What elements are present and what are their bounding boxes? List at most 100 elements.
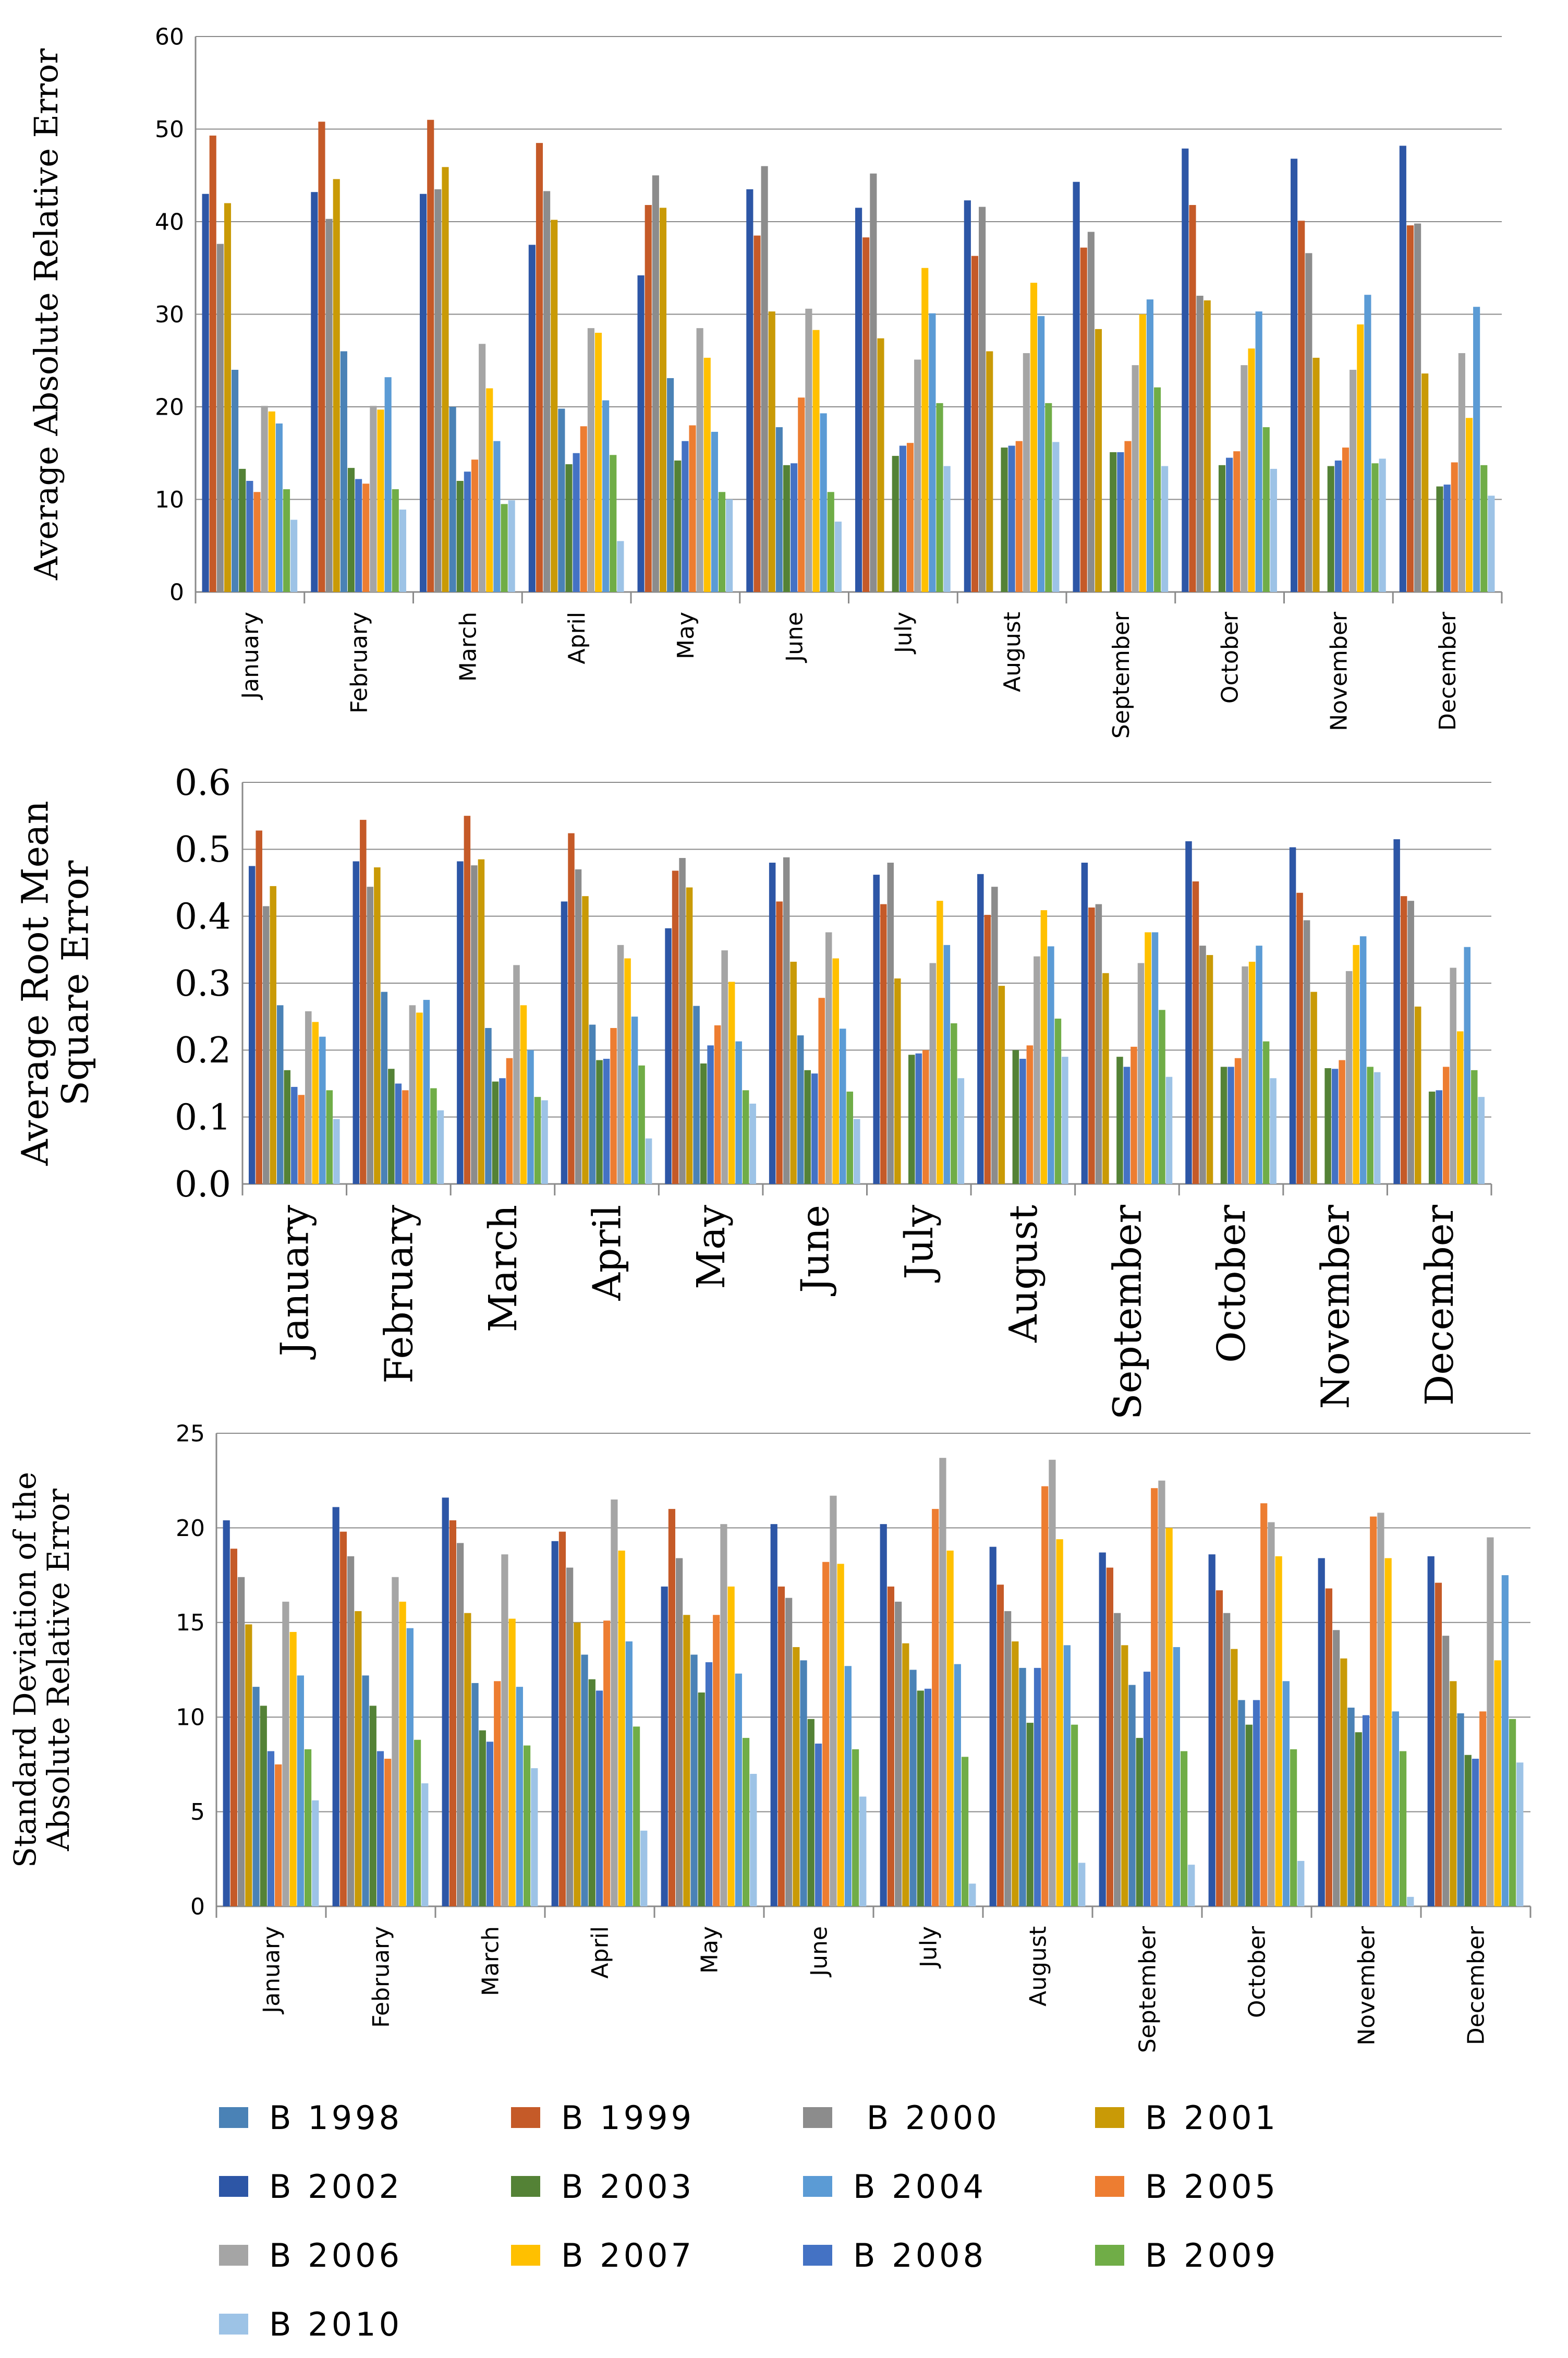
bar <box>1324 1068 1331 1184</box>
bar <box>777 1586 785 1906</box>
bar <box>946 1550 954 1906</box>
bar <box>631 1017 638 1184</box>
bar <box>908 1055 915 1184</box>
bar <box>1367 1067 1373 1184</box>
bar <box>1400 896 1407 1184</box>
bar <box>1371 463 1379 592</box>
bar <box>1052 442 1060 592</box>
bar <box>936 403 943 592</box>
bar <box>1034 1667 1041 1906</box>
y-tick-label: 40 <box>155 209 184 235</box>
x-category-label: September <box>1134 1926 1161 2053</box>
bar <box>1136 1738 1143 1906</box>
bar <box>1015 441 1023 592</box>
bar <box>698 1692 705 1906</box>
bar <box>1333 1630 1340 1906</box>
bar <box>870 173 877 592</box>
legend-swatch <box>803 2176 832 2197</box>
bar <box>922 1050 929 1184</box>
bar <box>1146 299 1153 592</box>
bar <box>1488 495 1495 592</box>
legend-swatch <box>219 2176 248 2197</box>
legend-label: B 2001 <box>1145 2098 1279 2137</box>
y-tick-label: 60 <box>155 23 184 50</box>
bar <box>1428 1091 1436 1184</box>
x-category-label: August <box>999 612 1026 692</box>
bar <box>713 1615 720 1906</box>
bar <box>501 504 508 592</box>
bar <box>683 1615 690 1906</box>
bar <box>720 1524 727 1906</box>
bar <box>1289 847 1296 1184</box>
bar <box>1038 316 1045 592</box>
bar <box>880 1524 887 1906</box>
bar <box>1270 1078 1277 1184</box>
bar <box>1218 465 1226 592</box>
bar <box>1298 221 1305 592</box>
bar <box>1327 466 1334 592</box>
bar <box>1145 932 1151 1184</box>
bar <box>668 1509 676 1906</box>
bar <box>1331 1069 1339 1184</box>
x-category-label: January <box>258 1926 285 2015</box>
bar <box>268 411 275 592</box>
bar <box>1471 1070 1478 1184</box>
bar <box>892 456 899 592</box>
bar <box>1339 1060 1345 1184</box>
bar <box>1199 946 1206 1184</box>
bar <box>1180 1751 1188 1906</box>
bar <box>1004 1611 1012 1906</box>
x-category-label: May <box>689 1205 734 1289</box>
bar <box>1310 991 1317 1184</box>
bar <box>1450 968 1456 1184</box>
bar <box>1231 1649 1238 1906</box>
bar <box>805 308 812 592</box>
bar <box>355 479 362 592</box>
bar <box>464 816 471 1184</box>
bar <box>1290 1749 1297 1906</box>
bar <box>478 859 485 1184</box>
bar <box>1124 441 1132 592</box>
legend-label: B 2008 <box>853 2236 987 2275</box>
bar <box>267 1751 275 1906</box>
legend-swatch <box>803 2107 832 2128</box>
bar <box>298 1095 305 1184</box>
bar <box>1063 1645 1071 1906</box>
bar <box>693 1006 700 1184</box>
bar <box>1233 451 1241 592</box>
y-tick-label: 0.3 <box>175 963 231 1005</box>
bar <box>804 1070 811 1184</box>
bar <box>434 189 442 592</box>
legend-swatch <box>219 2107 248 2128</box>
bar <box>1465 418 1473 592</box>
bar <box>1139 314 1146 592</box>
bar <box>580 426 587 592</box>
bar <box>392 489 399 592</box>
legend-swatch <box>511 2107 540 2128</box>
bar <box>1275 1556 1282 1906</box>
bar <box>1464 947 1471 1184</box>
bar <box>516 1687 523 1906</box>
bar <box>1359 936 1367 1184</box>
bar <box>1117 452 1124 592</box>
bar <box>887 1586 895 1906</box>
bar <box>1049 1459 1056 1906</box>
bar <box>399 1601 406 1906</box>
bar <box>256 830 262 1184</box>
bar <box>979 207 986 592</box>
bar <box>1399 1751 1407 1906</box>
bar <box>1245 1724 1253 1906</box>
bar <box>839 1029 846 1184</box>
bar <box>1399 146 1406 592</box>
legend-swatch <box>219 2314 248 2335</box>
bar <box>384 1759 392 1906</box>
bar <box>565 464 573 592</box>
bar <box>1114 1613 1121 1906</box>
bar <box>543 191 551 592</box>
bar <box>1443 485 1451 592</box>
bar <box>494 1681 501 1906</box>
bar <box>700 1063 707 1184</box>
bar <box>703 357 711 592</box>
bar <box>1182 148 1189 592</box>
